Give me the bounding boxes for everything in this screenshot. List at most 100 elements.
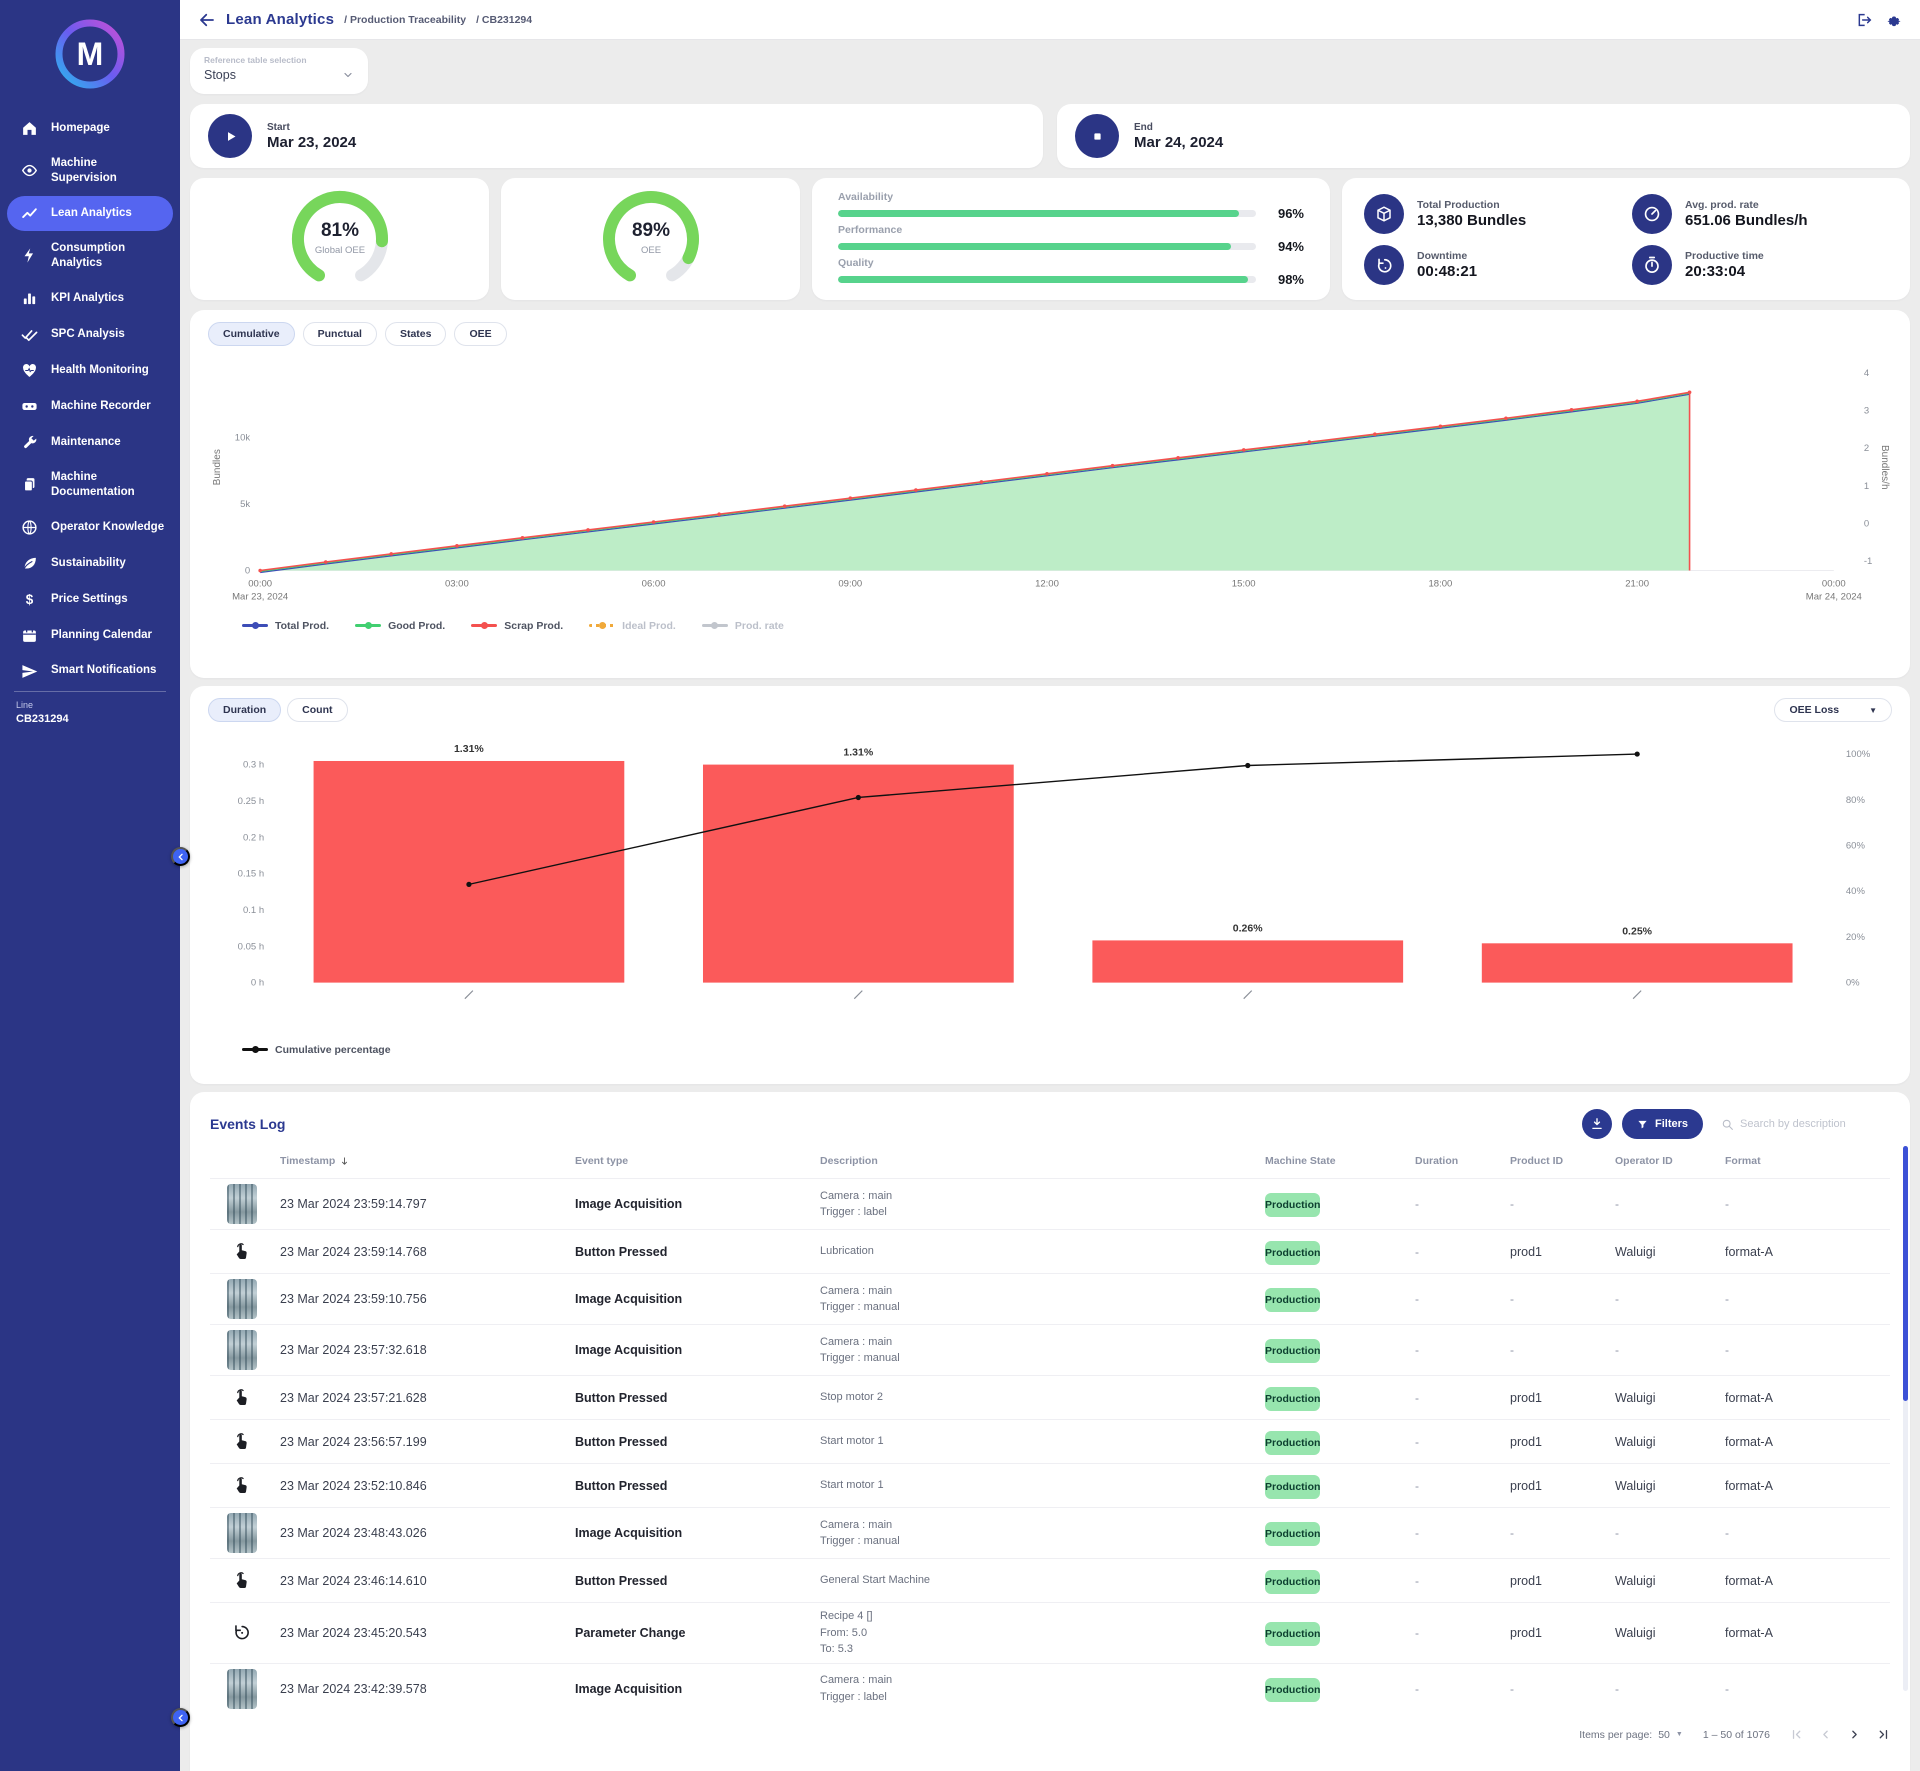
- sidebar-item-lean-analytics[interactable]: Lean Analytics: [7, 195, 173, 231]
- pareto-chart-card: Duration Count OEE Loss ▼ 0.3 h 0.25 h 0.2 …: [190, 686, 1910, 1084]
- sidebar-item-machine-supervision[interactable]: Machine Supervision: [7, 147, 173, 195]
- table-row[interactable]: 23 Mar 2024 23:45:20.543 Parameter Change…: [210, 1602, 1890, 1663]
- search-input[interactable]: [1740, 1118, 1890, 1130]
- toggle-duration[interactable]: Duration: [208, 698, 282, 722]
- column-header-duration[interactable]: Duration: [1415, 1155, 1459, 1167]
- logout-icon[interactable]: [1856, 12, 1872, 28]
- table-row[interactable]: 23 Mar 2024 23:59:14.768 Button Pressed Lu…: [210, 1229, 1890, 1273]
- column-header-product-id[interactable]: Product ID: [1510, 1155, 1564, 1167]
- reference-table-select[interactable]: Reference table selection Stops: [190, 48, 368, 94]
- sidebar-item-smart-notifications[interactable]: Smart Notifications: [7, 654, 173, 684]
- event-thumbnail[interactable]: [227, 1279, 257, 1319]
- sidebar-item-kpi-analytics[interactable]: KPI Analytics: [7, 281, 173, 316]
- tab-cumulative[interactable]: Cumulative: [208, 322, 295, 346]
- table-row[interactable]: 23 Mar 2024 23:42:39.578 Image Acquisitio…: [210, 1662, 1890, 1714]
- docs-icon: [21, 476, 38, 493]
- table-row[interactable]: 23 Mar 2024 23:59:14.797 Image Acquisitio…: [210, 1178, 1890, 1229]
- sidebar-item-planning-calendar[interactable]: Planning Calendar: [7, 618, 173, 653]
- legend-item-prod-rate[interactable]: Prod. rate: [701, 620, 784, 632]
- send-icon: [21, 663, 38, 680]
- app-logo[interactable]: M: [0, 0, 180, 100]
- search-box: [1721, 1118, 1890, 1131]
- event-thumbnail[interactable]: [227, 1330, 257, 1370]
- tab-states[interactable]: States: [384, 322, 447, 346]
- legend-item-total-prod[interactable]: Total Prod.: [242, 620, 329, 632]
- sidebar-item-price-settings[interactable]: $ Price Settings: [7, 582, 173, 617]
- event-thumbnail[interactable]: [227, 1513, 257, 1553]
- back-arrow-icon[interactable]: [198, 11, 216, 29]
- cell-format: format-A: [1725, 1244, 1773, 1259]
- oee-loss-select-value: OEE Loss: [1789, 704, 1840, 716]
- sidebar-item-sustainability[interactable]: Sustainability: [7, 546, 173, 581]
- cell-operator-id: -: [1615, 1526, 1619, 1540]
- sidebar-collapse-button[interactable]: [171, 847, 190, 866]
- cell-duration: -: [1415, 1681, 1419, 1696]
- events-log-card: Events Log Filters: [190, 1092, 1910, 1771]
- table-row[interactable]: 23 Mar 2024 23:59:10.756 Image Acquisitio…: [210, 1273, 1890, 1324]
- first-page-icon[interactable]: [1790, 1728, 1803, 1741]
- tab-oee[interactable]: OEE: [454, 322, 507, 346]
- last-page-icon[interactable]: [1877, 1728, 1890, 1741]
- table-row[interactable]: 23 Mar 2024 23:57:21.628 Button Pressed St…: [210, 1375, 1890, 1419]
- sidebar-item-maintenance[interactable]: Maintenance: [7, 425, 173, 460]
- breadcrumb[interactable]: / CB231294: [476, 13, 533, 26]
- cell-description: Camera : main Trigger : manual: [820, 1284, 900, 1314]
- next-page-icon[interactable]: [1848, 1728, 1861, 1741]
- oee-loss-select[interactable]: OEE Loss ▼: [1774, 698, 1892, 722]
- items-per-page-select[interactable]: Items per page: 50 ▼: [1579, 1729, 1683, 1741]
- toggle-count[interactable]: Count: [287, 698, 348, 722]
- column-header-description[interactable]: Description: [820, 1155, 878, 1167]
- items-per-page-value: 50: [1658, 1728, 1670, 1741]
- download-button[interactable]: [1581, 1109, 1612, 1139]
- legend-item-scrap-prod[interactable]: Scrap Prod.: [471, 620, 563, 632]
- column-header-timestamp[interactable]: Timestamp: [280, 1155, 575, 1167]
- gear-icon[interactable]: [1886, 12, 1902, 28]
- production-chart[interactable]: 0 5k 10k Bundles 4 3 2 1 0 -1 Bundles/h 00:00 Mar 23…: [208, 350, 1892, 618]
- column-header-format[interactable]: Format: [1725, 1155, 1761, 1167]
- cell-format: -: [1725, 1197, 1729, 1211]
- sidebar-item-consumption-analytics[interactable]: Consumption Analytics: [7, 232, 173, 280]
- sidebar-item-homepage[interactable]: Homepage: [7, 111, 173, 146]
- tab-punctual[interactable]: Punctual: [302, 322, 377, 346]
- pareto-chart[interactable]: 0.3 h 0.25 h 0.2 h 0.15 h 0.1 h 0.05 h 0 h 0% 20…: [208, 724, 1892, 1042]
- table-row[interactable]: 23 Mar 2024 23:57:32.618 Image Acquisitio…: [210, 1324, 1890, 1375]
- events-scrollbar[interactable]: [1903, 1146, 1908, 1691]
- history-icon: [1375, 256, 1393, 274]
- table-row[interactable]: 23 Mar 2024 23:48:43.026 Image Acquisitio…: [210, 1507, 1890, 1558]
- previous-page-icon[interactable]: [1819, 1728, 1832, 1741]
- range-start-card[interactable]: Start Mar 23, 2024: [190, 104, 1043, 168]
- sidebar-item-operator-knowledge[interactable]: Operator Knowledge: [7, 510, 173, 545]
- table-row[interactable]: 23 Mar 2024 23:56:57.199 Button Pressed St…: [210, 1419, 1890, 1463]
- machine-state-badge: Production: [1265, 1474, 1321, 1499]
- column-header-operator-id[interactable]: Operator ID: [1615, 1155, 1673, 1167]
- column-header-event-type[interactable]: Event type: [575, 1155, 629, 1167]
- table-row[interactable]: 23 Mar 2024 23:52:10.846 Button Pressed St…: [210, 1463, 1890, 1507]
- cell-description: Camera : main Trigger : manual: [820, 1335, 900, 1365]
- table-row[interactable]: 23 Mar 2024 23:46:14.610 Button Pressed Ge…: [210, 1558, 1890, 1602]
- breadcrumb[interactable]: / Production Traceability: [344, 13, 467, 26]
- column-header-machine-state[interactable]: Machine State: [1265, 1155, 1336, 1167]
- cell-operator-id: Waluigi: [1615, 1478, 1656, 1493]
- svg-text:00:00: 00:00: [248, 579, 272, 590]
- event-thumbnail[interactable]: [227, 1668, 257, 1709]
- cell-event-type: Image Acquisition: [575, 1526, 683, 1540]
- sidebar-item-label: Homepage: [51, 122, 110, 135]
- cell-duration: -: [1415, 1573, 1419, 1588]
- sidebar-item-machine-documentation[interactable]: Machine Documentation: [7, 461, 173, 509]
- sidebar-item-label: Smart Notifications: [51, 663, 157, 676]
- sidebar-item-spc-analysis[interactable]: SPC Analysis: [7, 317, 173, 352]
- svg-text:0 h: 0 h: [251, 978, 264, 989]
- legend-item-ideal-prod[interactable]: Ideal Prod.: [589, 620, 676, 632]
- sidebar-item-health-monitoring[interactable]: Health Monitoring: [7, 353, 173, 388]
- event-thumbnail[interactable]: [227, 1184, 257, 1224]
- cell-product-id: -: [1510, 1526, 1514, 1540]
- legend-item-good-prod[interactable]: Good Prod.: [355, 620, 445, 632]
- svg-text:-1: -1: [1864, 556, 1872, 567]
- filters-button[interactable]: Filters: [1621, 1109, 1703, 1139]
- sidebar-item-machine-recorder[interactable]: Machine Recorder: [7, 389, 173, 424]
- sidebar-collapse-button-bottom[interactable]: [171, 1708, 190, 1727]
- cell-operator-id: Waluigi: [1615, 1625, 1656, 1640]
- svg-text:03:00: 03:00: [445, 579, 469, 590]
- range-end-card[interactable]: End Mar 24, 2024: [1057, 104, 1910, 168]
